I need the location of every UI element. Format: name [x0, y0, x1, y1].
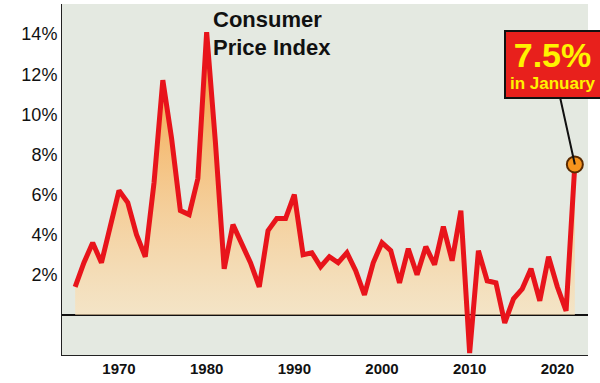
svg-text:14%: 14% — [21, 24, 57, 44]
svg-text:2020: 2020 — [541, 360, 574, 377]
svg-text:2%: 2% — [31, 265, 57, 285]
svg-text:2010: 2010 — [453, 360, 486, 377]
svg-text:10%: 10% — [21, 105, 57, 125]
svg-text:8%: 8% — [31, 145, 57, 165]
svg-text:1970: 1970 — [102, 360, 135, 377]
svg-text:4%: 4% — [31, 225, 57, 245]
svg-text:6%: 6% — [31, 185, 57, 205]
svg-text:7.5%in January: 7.5%in January — [510, 36, 596, 93]
svg-text:2000: 2000 — [365, 360, 398, 377]
svg-text:12%: 12% — [21, 65, 57, 85]
svg-text:ConsumerPrice Index: ConsumerPrice Index — [213, 7, 331, 61]
svg-text:1980: 1980 — [190, 360, 223, 377]
svg-text:1990: 1990 — [278, 360, 311, 377]
